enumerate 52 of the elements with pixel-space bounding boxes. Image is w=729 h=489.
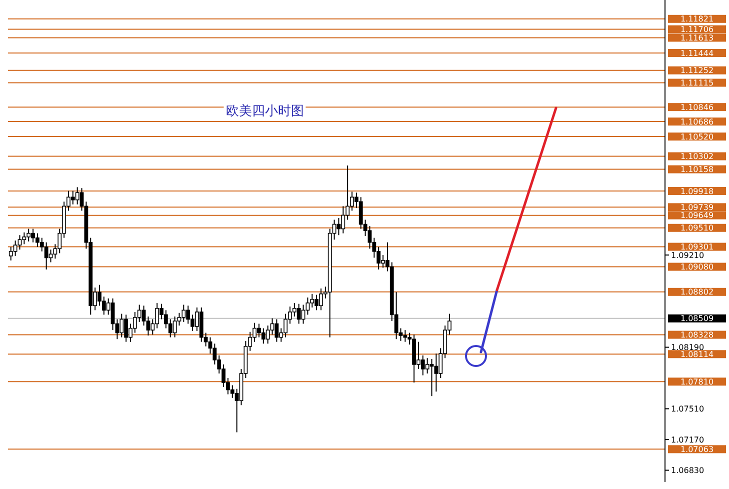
ref-line-label: 1.10302	[680, 152, 714, 162]
candlestick	[172, 316, 177, 338]
ref-line-label: 1.10846	[680, 102, 714, 112]
ref-line-label: 1.10158	[680, 165, 714, 174]
candlestick	[48, 249, 53, 263]
ref-line-label: 1.11252	[680, 66, 714, 76]
ref-line-label: 1.11706	[680, 25, 714, 34]
ref-line-label: 1.11115	[680, 78, 714, 88]
candlestick	[22, 232, 26, 245]
ref-line-label: 1.09080	[680, 262, 714, 272]
ref-line-label: 1.09739	[680, 202, 714, 212]
candlestick	[434, 353, 438, 392]
candlestick	[306, 297, 310, 316]
candlestick	[120, 313, 124, 338]
ref-line-label: 1.08114	[680, 350, 714, 359]
candlestick	[142, 305, 146, 326]
ref-line-label: 1.08328	[680, 330, 714, 340]
candlestick	[368, 226, 372, 250]
candlestick	[270, 318, 274, 336]
candlestick	[44, 242, 48, 270]
candlestick	[358, 196, 363, 230]
y-tick-label: 1.07170	[671, 435, 704, 444]
ref-line-label: 1.10520	[680, 132, 714, 142]
y-tick-label: 1.06830	[671, 466, 704, 476]
y-tick-label: 1.07510	[671, 404, 704, 414]
candlestick	[430, 358, 434, 397]
candlestick	[403, 330, 408, 342]
candlestick	[341, 206, 346, 234]
candlestick	[310, 293, 314, 308]
text: 欧美四小时图	[226, 103, 304, 119]
ref-line-label: 1.07063	[680, 444, 714, 454]
candlestick	[296, 303, 301, 324]
ref-line-label: 1.08802	[680, 288, 714, 297]
y-tick-label: 1.08190	[671, 343, 704, 352]
candlestick	[274, 318, 279, 342]
ref-line-label: 1.09918	[680, 186, 714, 196]
ref-line-label: 1.07810	[680, 377, 714, 386]
ref-line-label: 1.09649	[680, 211, 714, 220]
ref-line-label: 1.11613	[680, 34, 714, 43]
ref-line-label: 1.10686	[680, 117, 714, 126]
ref-line-label: 1.11444	[680, 48, 714, 58]
ref-line-label: 1.09510	[680, 224, 714, 233]
candlestick	[266, 325, 270, 344]
ref-line-label: 1.11821	[680, 14, 714, 24]
candlestick	[168, 318, 172, 338]
ref-line-label: 1.09301	[680, 242, 714, 252]
ref-line-label: 1.08509	[680, 314, 714, 324]
candlestick	[110, 298, 115, 331]
candlestick	[18, 234, 22, 250]
candlestick	[75, 186, 80, 205]
y-tick-label: 1.09210	[671, 250, 704, 260]
candlestick	[182, 304, 186, 322]
